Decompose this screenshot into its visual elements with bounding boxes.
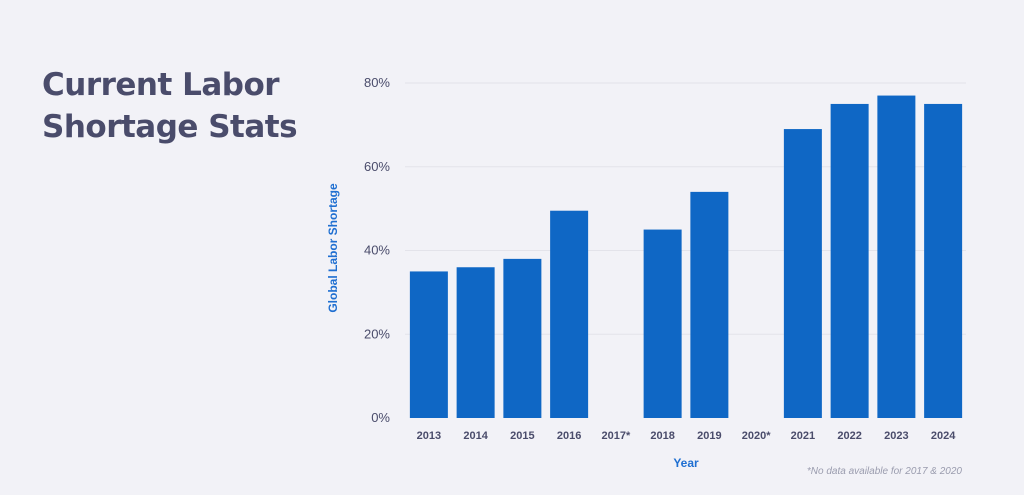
x-tick-label: 2015 (510, 430, 534, 442)
x-tick-label: 2016 (557, 430, 581, 442)
bar-2015 (503, 258, 542, 418)
x-tick-label: 2018 (650, 430, 674, 442)
x-axis-ticks: 2013 2014 2015 2016 2017* 2018 2019 2020* 2021 20… (417, 430, 957, 442)
x-tick-label: 2013 (417, 430, 441, 442)
x-axis-title: Year (673, 456, 699, 470)
x-tick-label: 2021 (791, 430, 815, 442)
x-tick-label: 2020* (742, 430, 771, 442)
y-tick-label: 40% (364, 243, 390, 258)
bar-2019 (690, 191, 729, 418)
x-tick-label: 2017* (601, 430, 630, 442)
y-tick-label: 20% (364, 326, 390, 341)
y-tick-label: 60% (364, 159, 390, 174)
page-title: Current Labor Shortage Stats (42, 64, 298, 148)
bar-2014 (456, 267, 495, 418)
bar-2022 (830, 103, 869, 418)
bar-2016 (550, 210, 589, 418)
gridlines (405, 82, 966, 335)
x-tick-label: 2023 (884, 430, 908, 442)
page-title-line-2: Shortage Stats (42, 109, 298, 145)
x-tick-label: 2022 (837, 430, 861, 442)
bar-2024 (924, 103, 963, 418)
bars (409, 95, 963, 418)
y-axis-ticks: 0% 20% 40% 60% 80% (364, 75, 390, 425)
y-axis-title: Global Labor Shortage (326, 183, 340, 313)
bar-2018 (643, 229, 682, 418)
bar-2021 (783, 129, 822, 418)
page-title-line-1: Current Labor (42, 67, 280, 103)
x-tick-label: 2024 (931, 430, 956, 442)
footnote: *No data available for 2017 & 2020 (807, 466, 963, 477)
y-tick-label: 80% (364, 75, 390, 90)
bar-2023 (877, 95, 916, 418)
x-tick-label: 2014 (463, 430, 488, 442)
x-tick-label: 2019 (697, 430, 721, 442)
y-tick-label: 0% (371, 410, 390, 425)
bar-2013 (409, 271, 448, 418)
